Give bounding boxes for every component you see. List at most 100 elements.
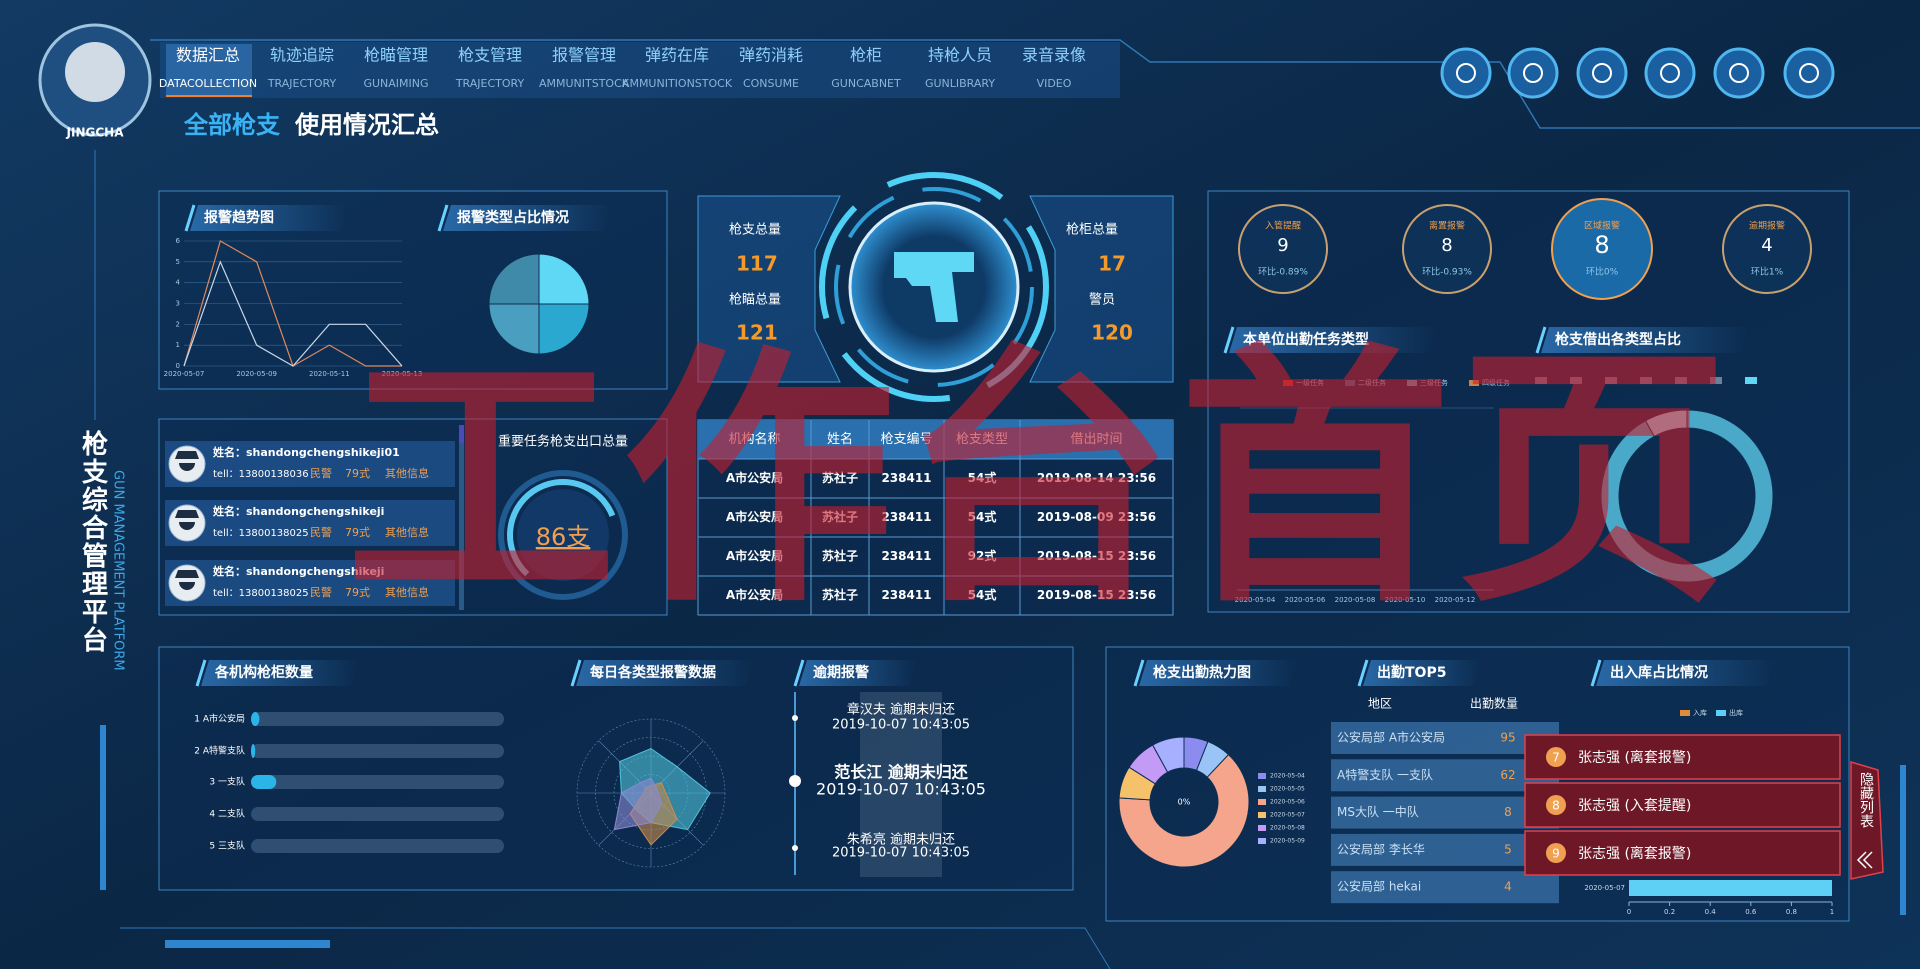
table-header-bg <box>698 420 1173 459</box>
nav-sub[interactable]: AMMUNITSTOCK <box>539 77 630 90</box>
content: JINGCHA 数据汇总 DATACOLLECTION 轨迹追踪 TRAJECTORY 枪… <box>38 23 1920 969</box>
panel-title: 各机构枪柜数量 <box>214 664 313 681</box>
nav-sub[interactable]: AMMUNITIONSTOCK <box>622 77 733 90</box>
stat-label: 枪支总量 <box>729 222 781 238</box>
nav-sub[interactable]: GUNLIBRARY <box>925 77 995 90</box>
legend-label: 一级任务 <box>1296 378 1324 387</box>
legend-swatch <box>1680 710 1690 716</box>
pie-slice <box>538 253 590 305</box>
panel-title: 出入库占比情况 <box>1610 664 1708 681</box>
scroll-track <box>459 425 464 610</box>
top5-count: 5 <box>1504 842 1512 856</box>
title-bar <box>799 660 917 686</box>
timeline-dot <box>792 845 798 851</box>
table-cell: 92式 <box>968 548 997 563</box>
legend-label: 2020-05-04 <box>1270 773 1305 780</box>
panel-title: 枪支借出各类型占比 <box>1555 331 1681 348</box>
x-tick-label: 0.8 <box>1786 908 1797 916</box>
toolbar-button[interactable] <box>1507 47 1559 99</box>
legend-label: 2020-05-06 <box>1270 799 1305 806</box>
timeline-dot <box>789 775 801 787</box>
nav-item[interactable]: 枪柜 <box>850 46 882 65</box>
nav-sub[interactable]: TRAJECTORY <box>455 77 525 90</box>
x-tick-label: 2020-05-08 <box>1335 596 1376 604</box>
nav-item[interactable]: 持枪人员 <box>928 46 992 65</box>
nav-item[interactable]: 轨迹追踪 <box>270 46 334 65</box>
alert-label: 区域报警 <box>1584 220 1620 232</box>
scroll-thumb <box>459 425 464 443</box>
nav-item[interactable]: 枪瞄管理 <box>364 46 428 65</box>
popup-item[interactable] <box>1524 830 1841 876</box>
table-cell: 54式 <box>968 587 997 602</box>
bar <box>251 712 260 726</box>
popup-number: 7 <box>1552 751 1560 765</box>
pie-slice <box>538 303 590 355</box>
gauge-value: 86支 <box>536 523 591 551</box>
legend-swatch <box>1258 825 1266 831</box>
nav-item[interactable]: 报警管理 <box>552 46 616 65</box>
gauge-ring <box>498 470 628 600</box>
person-role: 民警 <box>310 525 332 539</box>
y-tick-label: 1 <box>176 341 180 349</box>
toolbar-button[interactable] <box>1644 47 1696 99</box>
nav-sub[interactable]: DATACOLLECTION <box>159 77 257 90</box>
legend-swatch <box>1745 377 1757 384</box>
legend-label: 出库 <box>1729 708 1743 717</box>
y-tick-label: 3 <box>176 300 180 308</box>
person-row <box>165 500 455 546</box>
popup-item[interactable] <box>1524 734 1841 780</box>
y-tick-label: 2 <box>176 320 180 328</box>
legend-swatch <box>1258 812 1266 818</box>
bar-track <box>251 775 504 789</box>
title-bar <box>1596 660 1774 686</box>
avatar-figure <box>175 510 199 530</box>
table-cell: A市公安局 <box>726 587 783 602</box>
logo-inner <box>65 42 125 102</box>
alert-label: 逾期报警 <box>1749 220 1785 232</box>
legend-swatch <box>1535 377 1547 384</box>
legend-label: 2020-05-05 <box>1270 786 1305 793</box>
toolbar-button[interactable] <box>1713 47 1765 99</box>
top5-name: A特警支队 一支队 <box>1337 767 1433 782</box>
nav-item[interactable]: 弹药在库 <box>645 46 709 65</box>
popup-number: 9 <box>1552 847 1560 861</box>
nav-item[interactable]: 数据汇总 <box>176 46 240 65</box>
pie-slice <box>488 303 540 355</box>
toolbar-button[interactable] <box>1440 47 1492 99</box>
top5-row <box>1331 871 1559 904</box>
table-header: 枪支类型 <box>956 431 1008 447</box>
nav-active[interactable] <box>166 44 252 96</box>
hide-tab[interactable] <box>1850 760 1884 880</box>
right-edge-accent <box>1900 765 1906 915</box>
nav-sub[interactable]: TRAJECTORY <box>267 77 337 90</box>
nav-sub[interactable]: GUNAIMING <box>363 77 428 90</box>
toolbar-button[interactable] <box>1783 47 1835 99</box>
top5-count: 62 <box>1500 768 1515 782</box>
top5-row <box>1331 796 1559 829</box>
person-tel: tell：13800138025 <box>213 588 309 599</box>
legend-swatch <box>1570 377 1582 384</box>
watermark: 工作台首页 <box>345 323 1735 639</box>
x-tick-label: 2020-05-11 <box>309 370 350 378</box>
table-cell: 54式 <box>968 509 997 524</box>
panel-title: 逾期报警 <box>813 664 869 681</box>
hide-tab-label[interactable]: 隐藏列表 <box>1858 772 1874 828</box>
ring-mid <box>834 187 1034 387</box>
nav-sub[interactable]: CONSUME <box>743 77 799 90</box>
nav-sub[interactable]: GUNCABNET <box>831 77 901 90</box>
x-tick-label: 0 <box>1627 908 1631 916</box>
legend-swatch <box>1605 377 1617 384</box>
pie-slice <box>1152 736 1185 773</box>
toolbar-button[interactable] <box>1576 47 1628 99</box>
popup-item[interactable] <box>1524 782 1841 828</box>
person-role: 民警 <box>310 585 332 599</box>
popup-number: 8 <box>1552 799 1560 813</box>
table-cell: A市公安局 <box>726 509 783 524</box>
nav-item[interactable]: 录音录像 <box>1022 46 1086 65</box>
nav-item[interactable]: 弹药消耗 <box>739 46 803 65</box>
person-more: 其他信息 <box>385 525 429 539</box>
nav-sub[interactable]: VIDEO <box>1037 77 1072 90</box>
table-cell: 238411 <box>881 510 931 524</box>
nav-item[interactable]: 枪支管理 <box>458 46 522 65</box>
table-cell: 238411 <box>881 471 931 485</box>
